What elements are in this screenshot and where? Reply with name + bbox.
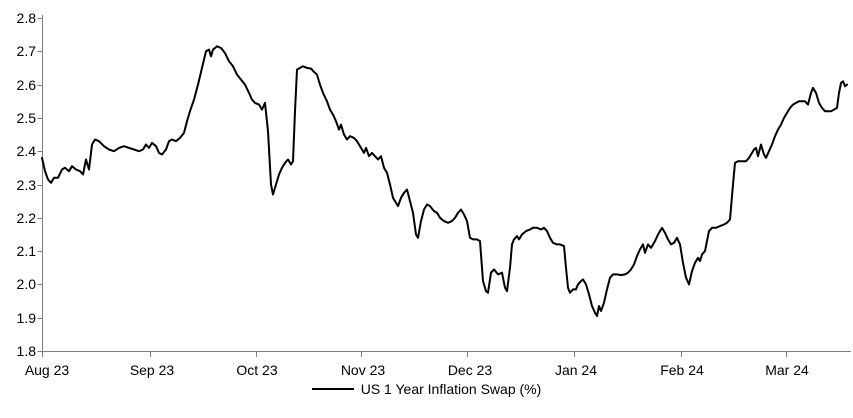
y-tick-label: 2.4: [16, 143, 36, 159]
y-tick-label: 2.3: [16, 177, 36, 193]
x-tick-label: Oct 23: [236, 362, 278, 378]
x-tick-label: Dec 23: [447, 362, 493, 378]
y-tick-label: 2.7: [16, 43, 36, 59]
x-tick-label: Nov 23: [340, 362, 386, 378]
x-tick-label: Feb 24: [660, 362, 704, 378]
x-tick-label: Jan 24: [554, 362, 598, 378]
y-tick-label: 2.0: [16, 276, 36, 292]
y-tick-label: 2.6: [16, 77, 36, 93]
x-tick-label: Sep 23: [129, 362, 175, 378]
y-tick-label: 2.8: [16, 10, 36, 26]
y-tick-label: 1.9: [16, 310, 36, 326]
y-tick-label: 1.8: [16, 343, 36, 359]
x-tick-label: Mar 24: [765, 362, 809, 378]
y-tick-label: 2.5: [16, 110, 36, 126]
series-line: [41, 45, 848, 317]
y-tick-label: 2.1: [16, 243, 36, 259]
x-tick-label: Aug 23: [24, 362, 70, 378]
y-tick-label: 2.2: [16, 210, 36, 226]
